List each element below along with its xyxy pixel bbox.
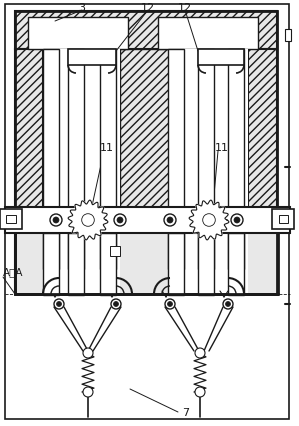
Bar (43, 50, 59, 269)
Bar (228, 233, 244, 295)
Bar (15, 50, 43, 294)
Circle shape (231, 215, 243, 227)
Circle shape (114, 302, 118, 307)
Bar (43, 50, 120, 294)
Bar (120, 233, 170, 294)
Circle shape (225, 302, 231, 307)
Bar (5, 207, 290, 233)
Bar (15, 12, 277, 294)
Polygon shape (189, 201, 229, 240)
Circle shape (114, 215, 126, 227)
Bar (198, 233, 214, 295)
Bar (198, 50, 214, 269)
Bar (120, 50, 170, 239)
Bar (248, 50, 277, 294)
Bar (285, 30, 291, 42)
Bar (100, 50, 116, 269)
Bar (272, 210, 294, 230)
Circle shape (165, 299, 175, 309)
Circle shape (195, 348, 205, 358)
Circle shape (111, 299, 121, 309)
Circle shape (82, 214, 94, 227)
Bar (28, 18, 128, 50)
Bar (68, 50, 84, 269)
Circle shape (50, 215, 62, 227)
Bar (68, 233, 84, 295)
Circle shape (195, 387, 205, 397)
Circle shape (117, 218, 123, 224)
Text: 11: 11 (100, 143, 114, 153)
Bar (15, 233, 43, 294)
Bar (100, 233, 116, 295)
Bar (6, 216, 16, 224)
Circle shape (83, 348, 93, 358)
Text: 12: 12 (141, 3, 155, 13)
Text: 11: 11 (215, 143, 229, 153)
Circle shape (57, 302, 62, 307)
Circle shape (234, 218, 240, 224)
Text: 12: 12 (178, 3, 192, 13)
Polygon shape (68, 201, 108, 240)
Bar (248, 233, 277, 294)
Bar (158, 18, 258, 50)
Text: 3: 3 (79, 3, 86, 13)
Bar (279, 216, 288, 224)
Bar (170, 50, 248, 294)
Text: A－A: A－A (3, 266, 24, 276)
Bar (168, 233, 184, 295)
Circle shape (53, 218, 59, 224)
Bar (15, 12, 277, 50)
Circle shape (167, 302, 173, 307)
Bar (0, 210, 22, 230)
Circle shape (223, 299, 233, 309)
Circle shape (167, 218, 173, 224)
Circle shape (203, 214, 215, 227)
Circle shape (54, 299, 64, 309)
Circle shape (164, 215, 176, 227)
Bar (110, 246, 120, 256)
Bar (198, 50, 244, 66)
Bar (68, 50, 116, 66)
Bar (228, 50, 244, 269)
Text: 7: 7 (182, 407, 190, 417)
Bar (168, 50, 184, 269)
Circle shape (83, 387, 93, 397)
Bar (43, 233, 59, 295)
